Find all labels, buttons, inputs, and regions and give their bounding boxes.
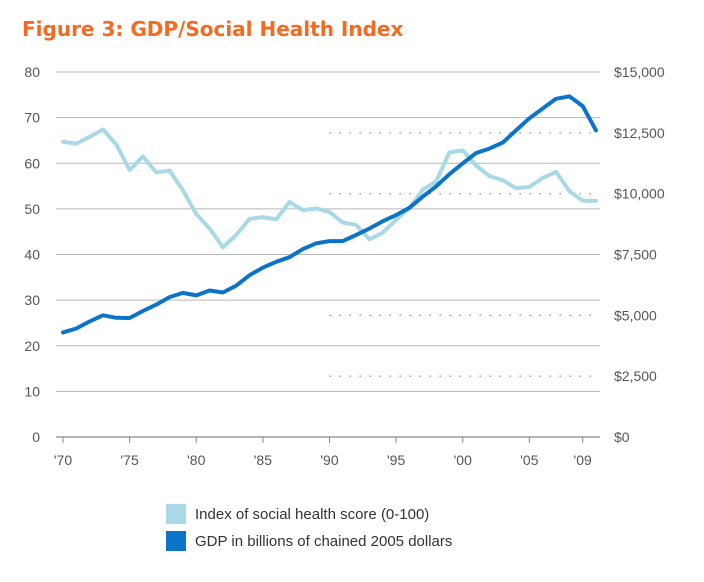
right-tick-label: $2,500 — [614, 368, 657, 384]
x-tick-label: '85 — [254, 452, 272, 468]
x-tick-label: '05 — [520, 452, 538, 468]
series-line-gdp — [61, 94, 598, 335]
left-tick-label: 80 — [24, 64, 40, 80]
x-tick-label: '95 — [387, 452, 405, 468]
right-tick-label: $5,000 — [614, 307, 657, 323]
series-line-social-health — [61, 127, 598, 250]
series-lines — [61, 94, 598, 335]
left-tick-label: 0 — [32, 429, 40, 445]
left-tick-label: 10 — [24, 383, 40, 399]
right-tick-label: $12,500 — [614, 125, 665, 141]
x-axis-ticks: '70 '75 '80 '85 '90 '95 '00 '05 '09 — [54, 437, 592, 468]
left-tick-label: 40 — [24, 247, 40, 263]
chart-title: Figure 3: GDP/Social Health Index — [22, 17, 403, 41]
right-axis-ticks: $0 $2,500 $5,000 $7,500 $10,000 $12,500 $15,00… — [614, 64, 665, 445]
right-tick-label: $7,500 — [614, 247, 657, 263]
legend-swatch — [166, 504, 186, 524]
right-tick-label: $0 — [614, 429, 630, 445]
x-tick-label: '90 — [320, 452, 338, 468]
left-tick-label: 30 — [24, 292, 40, 308]
left-tick-label: 50 — [24, 201, 40, 217]
x-tick-label: '09 — [574, 452, 592, 468]
left-axis-ticks: 0 10 20 30 40 50 60 70 80 — [24, 64, 40, 445]
right-tick-label: $15,000 — [614, 64, 665, 80]
left-tick-label: 60 — [24, 155, 40, 171]
x-tick-label: '75 — [121, 452, 139, 468]
left-tick-label: 70 — [24, 110, 40, 126]
x-tick-label: '00 — [454, 452, 472, 468]
x-tick-label: '70 — [54, 452, 72, 468]
right-tick-label: $10,000 — [614, 186, 665, 202]
legend-label: Index of social health score (0-100) — [195, 506, 429, 523]
legend-swatch — [166, 531, 186, 551]
legend: Index of social health score (0-100) GDP … — [166, 504, 452, 551]
x-tick-label: '80 — [187, 452, 205, 468]
left-tick-label: 20 — [24, 338, 40, 354]
legend-label: GDP in billions of chained 2005 dollars — [195, 533, 452, 550]
